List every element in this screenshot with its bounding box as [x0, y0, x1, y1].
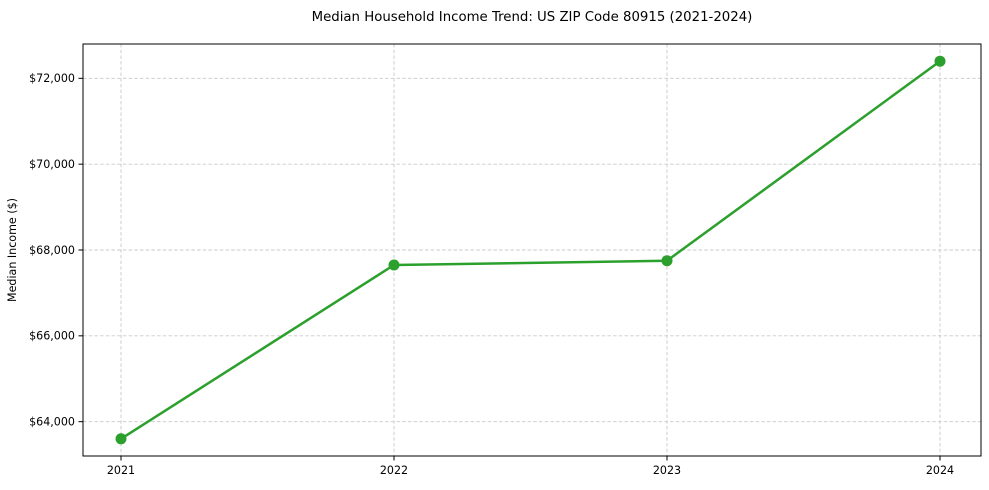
- y-tick-label: $70,000: [29, 158, 75, 171]
- y-tick-label: $68,000: [29, 244, 75, 257]
- plot-border: [82, 43, 982, 457]
- x-tick-label: 2024: [926, 464, 954, 477]
- x-tick-label: 2023: [653, 464, 681, 477]
- x-tick-label: 2022: [380, 464, 408, 477]
- gridlines: [83, 44, 981, 456]
- data-series: [115, 55, 946, 445]
- data-point-marker: [934, 55, 946, 67]
- chart-title: Median Household Income Trend: US ZIP Co…: [312, 10, 753, 25]
- data-point-marker: [661, 255, 673, 267]
- y-axis-label: Median Income ($): [6, 198, 19, 302]
- y-tick-label: $64,000: [29, 416, 75, 429]
- y-tick-label: $72,000: [29, 72, 75, 85]
- y-tick-label: $66,000: [29, 330, 75, 343]
- x-tick-label: 2021: [107, 464, 135, 477]
- axes: $64,000 $66,000 $68,000 $70,000 $72,000 2021 2…: [29, 43, 982, 477]
- data-point-marker: [388, 259, 400, 271]
- trend-line: [119, 59, 942, 441]
- data-point-marker: [115, 433, 127, 445]
